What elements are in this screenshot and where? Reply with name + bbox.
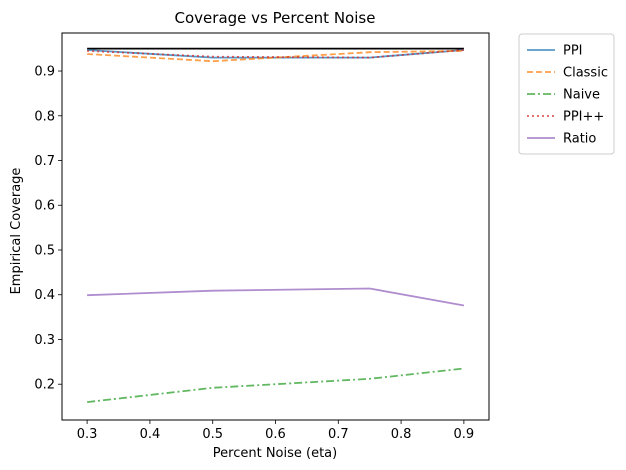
y-tick-label: 0.6 (34, 199, 55, 214)
legend-label: PPI (563, 44, 583, 59)
y-tick-label: 0.5 (34, 243, 55, 258)
y-tick-label: 0.4 (34, 288, 55, 303)
y-tick-label: 0.2 (34, 378, 55, 393)
y-axis-ticks: 0.2 0.3 0.4 0.5 0.6 0.7 0.8 0.9 (34, 65, 62, 393)
x-tick-label: 0.6 (265, 427, 286, 442)
x-tick-label: 0.7 (328, 427, 349, 442)
x-tick-label: 0.3 (77, 427, 98, 442)
legend-label: Naive (563, 88, 600, 103)
legend-label: Classic (563, 66, 608, 81)
y-tick-label: 0.3 (34, 333, 55, 348)
x-tick-label: 0.8 (391, 427, 412, 442)
series-line-ratio (87, 287, 465, 307)
legend-label: PPI++ (563, 110, 604, 125)
legend-box (518, 33, 615, 155)
legend: PPI Classic Naive PPI++ Ratio (518, 33, 615, 155)
x-axis-label: Percent Noise (eta) (213, 446, 337, 461)
series-line-classic (87, 50, 464, 63)
plot-area (86, 47, 465, 403)
legend-label: Ratio (563, 132, 596, 147)
y-tick-label: 0.8 (34, 109, 55, 124)
x-axis-ticks: 0.3 0.4 0.5 0.6 0.7 0.8 0.9 (77, 420, 474, 442)
chart-title: Coverage vs Percent Noise (175, 9, 376, 27)
axes-frame (61, 32, 490, 421)
series-line-ppi (87, 49, 464, 59)
y-tick-label: 0.9 (34, 65, 55, 80)
x-tick-label: 0.5 (202, 427, 223, 442)
series-line-naive (86, 367, 464, 403)
y-tick-label: 0.7 (34, 154, 55, 169)
x-tick-label: 0.4 (140, 427, 161, 442)
x-tick-label: 0.9 (454, 427, 475, 442)
y-axis-label: Empirical Coverage (9, 168, 24, 295)
